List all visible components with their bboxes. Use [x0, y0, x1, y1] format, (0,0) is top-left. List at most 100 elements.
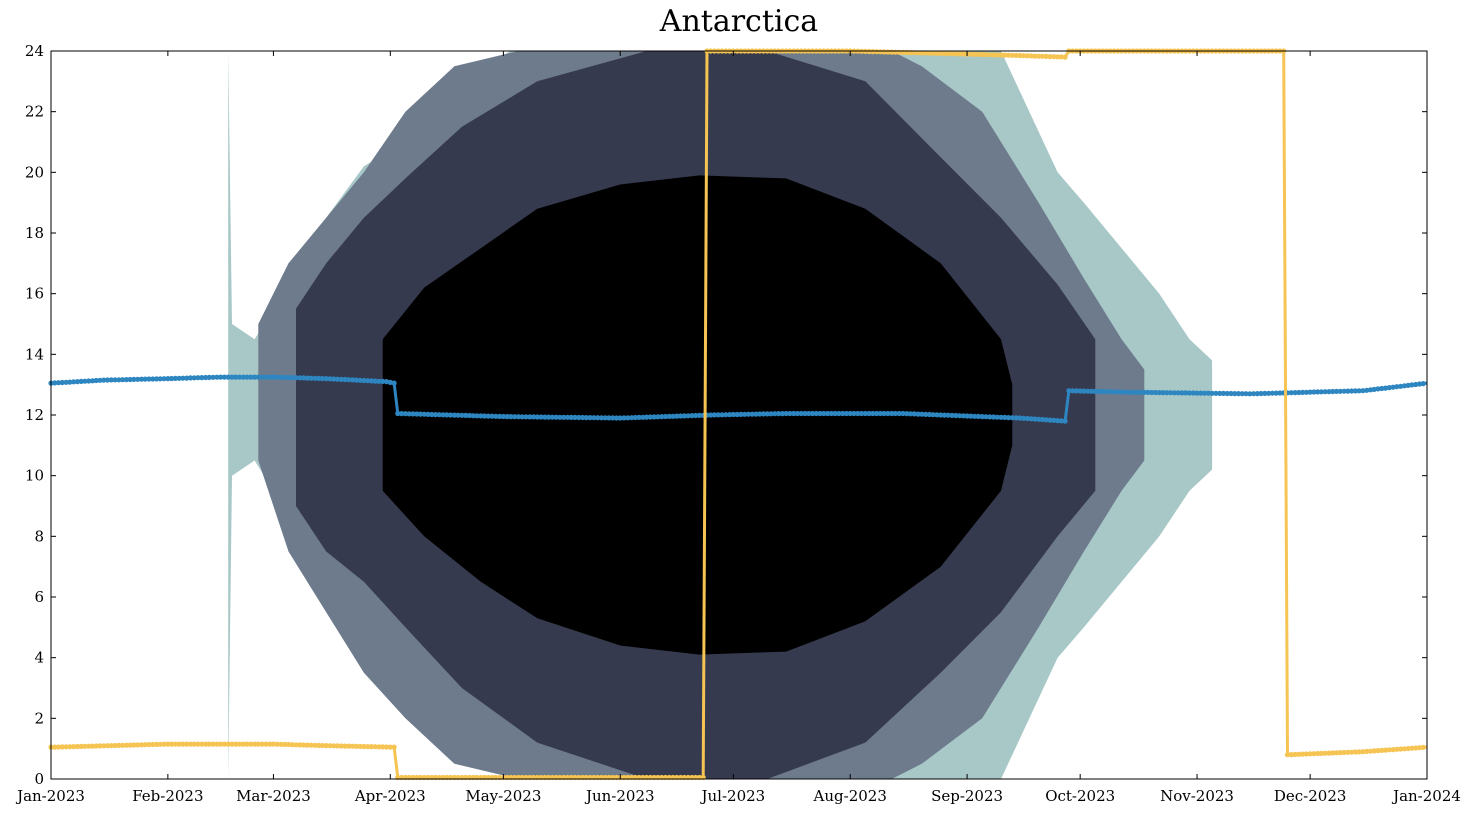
x-tick-label: Jul-2023	[699, 787, 765, 805]
series-point	[730, 411, 736, 418]
series-point	[546, 414, 552, 420]
series-point	[436, 412, 442, 418]
series-point	[301, 742, 307, 748]
series-point	[711, 412, 718, 418]
series-point	[429, 411, 435, 418]
series-point	[583, 415, 589, 421]
series-point	[549, 414, 556, 420]
series-point	[576, 414, 582, 421]
series-point	[323, 376, 329, 382]
x-tick-label: Sep-2023	[931, 787, 1003, 805]
series-point	[195, 375, 201, 381]
series-point	[395, 410, 401, 417]
series-point	[798, 410, 804, 417]
series-point	[1175, 390, 1181, 396]
series-point	[214, 374, 220, 380]
series-point	[308, 742, 314, 748]
series-point	[1070, 388, 1076, 394]
series-point	[399, 411, 405, 417]
series-point	[998, 52, 1004, 58]
series-point	[1115, 389, 1121, 395]
series-point	[919, 411, 925, 417]
series-point	[1409, 382, 1415, 388]
series-point	[150, 376, 156, 382]
series-point	[248, 741, 254, 747]
series-point	[843, 410, 850, 417]
series-point	[1179, 390, 1185, 396]
series-point	[108, 743, 114, 749]
series-point	[806, 410, 812, 417]
series-point	[1213, 390, 1219, 396]
series-point	[606, 415, 612, 421]
series-point	[647, 414, 654, 420]
series-point	[319, 742, 325, 749]
series-point	[1232, 391, 1238, 397]
series-point	[255, 374, 261, 380]
series-point	[870, 410, 876, 417]
x-tick-label: Jan-2023	[15, 787, 85, 805]
series-point	[870, 49, 876, 55]
series-point	[285, 741, 292, 748]
series-point	[809, 410, 816, 417]
series-point	[67, 744, 73, 750]
series-point	[161, 741, 167, 747]
series-point	[836, 410, 842, 417]
series-point	[1228, 390, 1234, 397]
series-point	[165, 376, 171, 382]
series-point	[866, 410, 872, 417]
series-point	[666, 413, 672, 419]
series-point	[979, 414, 985, 420]
series-point	[779, 411, 786, 417]
series-point	[881, 410, 887, 417]
series-point	[1104, 389, 1110, 395]
series-point	[233, 741, 239, 747]
series-point	[1356, 388, 1362, 394]
y-tick-label: 14	[25, 345, 44, 363]
series-point	[1153, 389, 1159, 396]
series-point	[97, 743, 103, 749]
series-point	[123, 377, 129, 383]
series-point	[919, 50, 925, 56]
series-point	[994, 52, 1000, 58]
series-point	[1141, 389, 1147, 395]
series-point	[172, 375, 178, 381]
series-point	[1002, 414, 1008, 420]
series-point	[749, 411, 755, 417]
series-point	[802, 410, 808, 417]
series-point	[1145, 389, 1151, 395]
series-point	[1235, 391, 1242, 397]
series-point	[1085, 388, 1091, 394]
series-point	[1036, 416, 1042, 422]
series-point	[304, 375, 310, 381]
series-point	[1073, 388, 1079, 394]
series-point	[184, 375, 190, 381]
series-point	[203, 374, 209, 381]
series-point	[564, 414, 571, 420]
series-point	[1330, 388, 1336, 395]
series-point	[1394, 384, 1400, 390]
series-point	[930, 412, 936, 418]
series-point	[655, 414, 661, 420]
series-point	[1254, 391, 1260, 397]
series-point	[497, 413, 503, 419]
series-point	[625, 415, 631, 421]
series-point	[1258, 390, 1264, 397]
series-point	[791, 410, 797, 417]
series-point	[1341, 749, 1347, 756]
series-point	[448, 412, 454, 418]
series-point	[825, 410, 831, 417]
series-point	[745, 411, 752, 417]
y-tick-label: 24	[25, 42, 44, 60]
series-point	[1096, 388, 1102, 394]
series-point	[1333, 750, 1340, 756]
series-point	[263, 741, 269, 747]
series-point	[1284, 752, 1291, 758]
series-point	[225, 374, 231, 380]
series-point	[1205, 390, 1211, 396]
series-point	[1337, 388, 1343, 394]
series-point	[1243, 391, 1249, 397]
series-point	[180, 741, 186, 747]
series-point	[71, 379, 77, 385]
series-point	[1062, 418, 1068, 424]
